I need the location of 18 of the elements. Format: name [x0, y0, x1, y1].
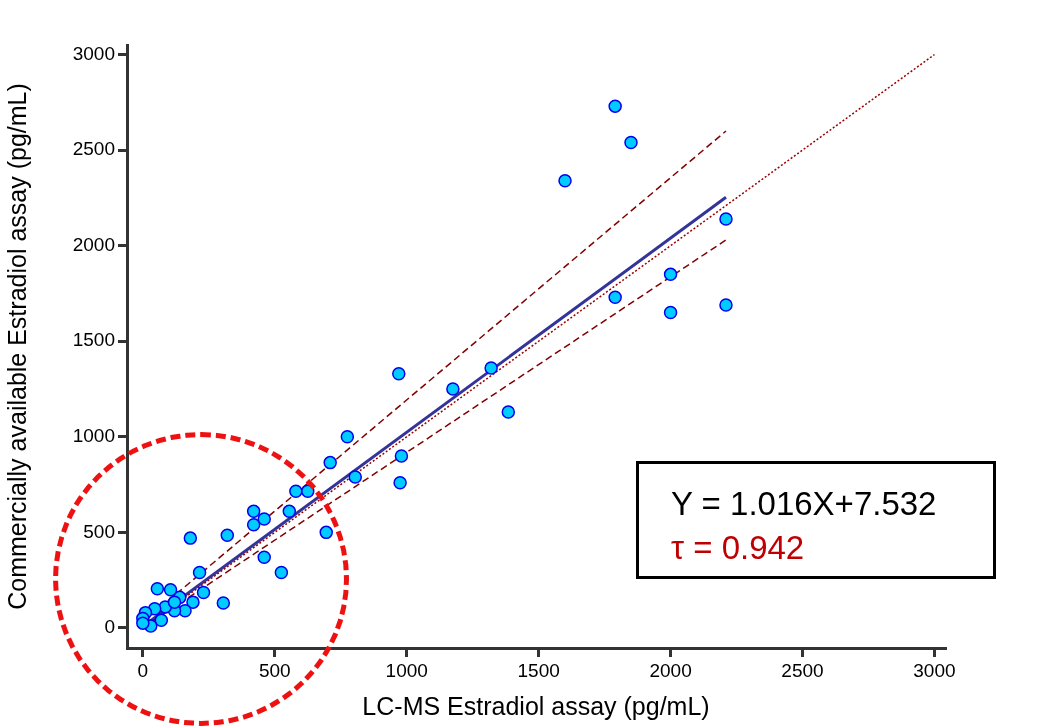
y-tick-label: 1500	[72, 329, 115, 351]
x-tick-label: 1000	[385, 659, 428, 681]
y-tick-label: 2000	[72, 233, 115, 255]
y-tick-label: 0	[104, 616, 115, 638]
y-tick-label: 1000	[72, 425, 115, 447]
annotation: Y = 1.016X+7.532	[671, 484, 938, 524]
annotation: τ = 0.942	[671, 528, 806, 568]
y-tick-label: 500	[83, 520, 115, 542]
x-tick-label: 2000	[649, 659, 692, 681]
x-tick-label: 2500	[781, 659, 824, 681]
y-axis-title: Commercially available Estradiol assay (pg/mL)	[2, 83, 31, 610]
x-tick-label: 1500	[517, 659, 560, 681]
x-tick-label: 500	[258, 659, 291, 681]
y-tick-label: 2500	[72, 138, 115, 160]
x-tick-label: 0	[137, 659, 149, 681]
x-axis-title: LC-MS Estradiol assay (pg/mL)	[362, 691, 710, 720]
y-tick-label: 3000	[72, 42, 115, 64]
x-tick-label: 3000	[913, 659, 956, 681]
